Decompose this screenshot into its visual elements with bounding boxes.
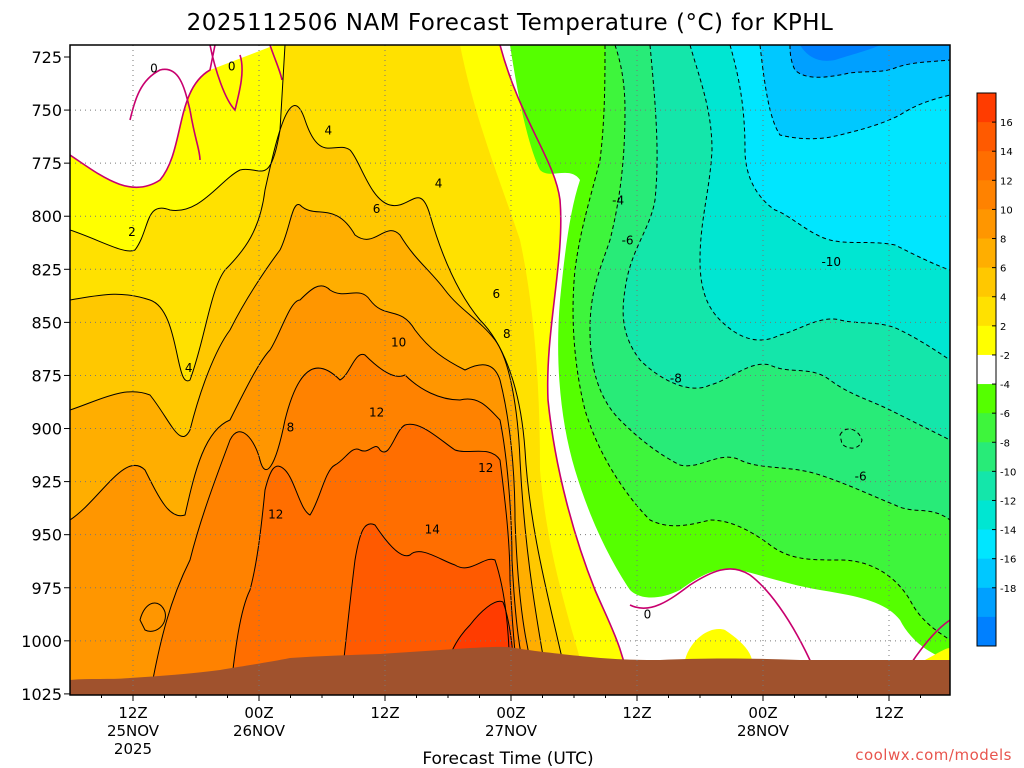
y-tick-label: 950 xyxy=(31,526,62,545)
late-warm-edge xyxy=(925,648,950,660)
plot-frame xyxy=(69,44,951,696)
x-tick-label: 25NOV xyxy=(107,722,160,740)
y-tick-label: 825 xyxy=(31,260,62,279)
axes: 7257507758008258508759009259509751000102… xyxy=(21,48,921,758)
colorbar-swatch xyxy=(977,384,996,414)
x-tick-label: 00Z xyxy=(496,704,525,722)
colorbar-tick-label: -12 xyxy=(1000,496,1016,507)
colorbar-tick-label: 10 xyxy=(1000,205,1013,216)
colorbar-tick-label: 6 xyxy=(1000,264,1006,275)
contour-label: 12 xyxy=(478,461,493,475)
contour-label: -4 xyxy=(612,193,624,207)
colorbar-swatch xyxy=(977,180,996,210)
contour-label: 2 xyxy=(128,225,136,239)
colorbar-swatch xyxy=(977,442,996,472)
colorbar-swatch xyxy=(977,122,996,152)
late-warm-pocket xyxy=(685,629,752,660)
contour-label: 6 xyxy=(373,202,381,216)
contour-label: 8 xyxy=(287,421,295,435)
colorbar-swatch xyxy=(977,471,996,501)
colorbar-swatch xyxy=(977,500,996,531)
contour-label: 12 xyxy=(369,406,384,420)
x-tick-label: 12Z xyxy=(118,704,147,722)
x-tick-label: 28NOV xyxy=(737,722,790,740)
y-tick-label: 725 xyxy=(31,48,62,67)
y-tick-label: 900 xyxy=(31,420,62,439)
y-tick-label: 800 xyxy=(31,207,62,226)
colorbar-tick-label: 8 xyxy=(1000,235,1006,246)
contour-label: 10 xyxy=(391,336,406,350)
colorbar: 16 14 12 10 8 6 4 2 -2 -4 -6 -8 -10 -12 -14 -16 -18 xyxy=(976,92,1016,647)
terrain-fill xyxy=(70,646,950,695)
colorbar-tick-label: -6 xyxy=(1000,409,1010,420)
contour-label: 4 xyxy=(185,361,193,375)
colorbar-swatch xyxy=(977,529,996,560)
colorbar-swatch xyxy=(977,296,996,327)
x-tick-label: 12Z xyxy=(874,704,903,722)
contour-label: 12 xyxy=(268,508,283,522)
colorbar-swatch xyxy=(977,151,996,181)
warm-contour-lines xyxy=(70,45,571,695)
temperature-field xyxy=(70,45,950,695)
x-axis-label: Forecast Time (UTC) xyxy=(422,749,593,768)
colorbar-tick-label: 14 xyxy=(1000,147,1013,158)
y-tick-label: 1000 xyxy=(21,632,62,651)
colorbar-tick-label: 12 xyxy=(1000,176,1013,187)
cold-core-minus18 xyxy=(800,45,880,61)
colorbar-tick-label: -2 xyxy=(1000,351,1010,362)
colorbar-tick-label: -14 xyxy=(1000,526,1016,537)
colorbar-tick-label: 2 xyxy=(1000,322,1006,333)
x-tick-label: 2025 xyxy=(114,740,152,758)
colorbar-swatch xyxy=(977,267,996,298)
contour-label: 0 xyxy=(228,60,236,74)
contour-label: 8 xyxy=(503,327,511,341)
colorbar-tick-label: 16 xyxy=(1000,118,1013,129)
contour-label: 0 xyxy=(150,62,158,76)
x-tick-label: 12Z xyxy=(622,704,651,722)
y-tick-label: 750 xyxy=(31,101,62,120)
colorbar-tick-label: -18 xyxy=(1000,584,1016,595)
contour-labels: 0 0 2 4 4 4 6 6 8 8 10 12 12 12 14 0 -4 -6 -8 -10 -6 xyxy=(128,60,867,622)
contour-label: -8 xyxy=(670,372,682,386)
colorbar-swatch xyxy=(977,587,996,618)
credit-label: coolwx.com/models xyxy=(855,746,1012,764)
y-tick-label: 775 xyxy=(31,154,62,173)
x-tick-label: 00Z xyxy=(244,704,273,722)
colorbar-tick-label: -4 xyxy=(1000,380,1010,391)
contour-label: -6 xyxy=(855,469,867,483)
y-tick-label: 850 xyxy=(31,313,62,332)
colorbar-tick-label: -16 xyxy=(1000,555,1016,566)
colorbar-swatch xyxy=(977,325,996,356)
colorbar-swatch xyxy=(977,238,996,269)
colorbar-swatch xyxy=(977,209,996,240)
colorbar-tick-label: -10 xyxy=(1000,467,1016,478)
y-tick-label: 925 xyxy=(31,473,62,492)
contour-label: 4 xyxy=(435,176,443,190)
x-tick-label: 26NOV xyxy=(233,722,286,740)
colorbar-swatch xyxy=(977,413,996,443)
y-tick-label: 875 xyxy=(31,366,62,385)
contour-label: -10 xyxy=(821,255,841,269)
x-tick-label: 27NOV xyxy=(485,722,538,740)
colorbar-swatch xyxy=(977,93,996,123)
chart-title: 2025112506 NAM Forecast Temperature (°C)… xyxy=(187,10,834,36)
contour-label: 6 xyxy=(492,287,500,301)
contour-label: 14 xyxy=(425,522,440,536)
x-tick-label: 12Z xyxy=(370,704,399,722)
y-tick-label: 1025 xyxy=(21,685,62,704)
colorbar-tick-label: 4 xyxy=(1000,293,1006,304)
colorbar-swatch xyxy=(977,558,996,589)
zero-contour-lines xyxy=(70,45,950,695)
contour-label: 0 xyxy=(644,607,652,621)
colorbar-swatch xyxy=(977,354,996,385)
contour-label: 4 xyxy=(324,123,332,137)
gridlines xyxy=(70,45,950,695)
colorbar-swatch xyxy=(977,616,996,647)
colorbar-frame xyxy=(976,92,997,647)
colorbar-tick-label: -8 xyxy=(1000,438,1010,449)
y-tick-label: 975 xyxy=(31,579,62,598)
contour-label: -6 xyxy=(622,234,634,248)
x-tick-label: 00Z xyxy=(748,704,777,722)
